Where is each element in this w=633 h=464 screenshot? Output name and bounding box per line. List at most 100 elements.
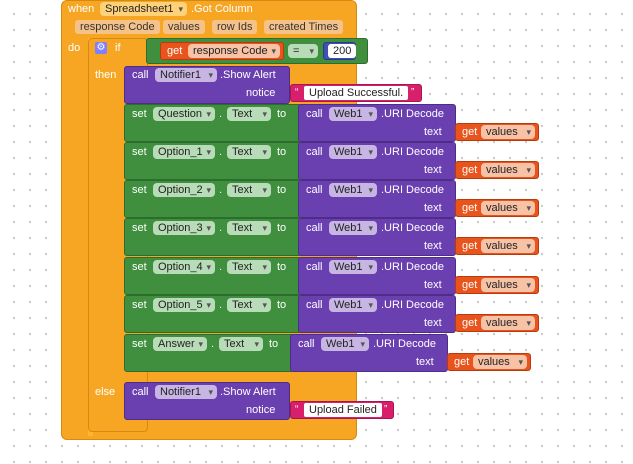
get-label: get	[462, 317, 478, 329]
uri-call-label: call	[306, 299, 323, 311]
set-to-label: to	[277, 108, 287, 120]
get-label: get	[462, 164, 478, 176]
operator-dropdown[interactable]: =	[288, 44, 318, 58]
set-to-label: to	[277, 261, 287, 273]
uri-call-label: call	[306, 108, 323, 120]
set-dot-label: .	[219, 108, 223, 120]
alert-fail-call-label: call	[132, 386, 149, 398]
get-label: get	[462, 202, 478, 214]
set-property-dropdown[interactable]: Text	[227, 260, 271, 274]
event-param-created-times[interactable]: created Times	[264, 20, 344, 34]
uri-arg-label: text	[424, 202, 442, 214]
uri-component-dropdown[interactable]: Web1	[329, 107, 377, 121]
uri-method-label: .URI Decode	[381, 184, 444, 196]
alert-success-arg-label: notice	[246, 87, 276, 99]
uri-decode-block[interactable]	[298, 218, 456, 256]
set-dot-label: .	[219, 146, 223, 158]
set-property-dropdown[interactable]: Text	[219, 337, 263, 351]
alert-fail-arg-label: notice	[246, 404, 276, 416]
set-property-dropdown[interactable]: Text	[227, 107, 271, 121]
set-label: set	[132, 299, 147, 311]
uri-method-label: .URI Decode	[373, 338, 436, 350]
condition-get-label: get	[167, 45, 183, 57]
get-var-dropdown[interactable]: values	[481, 201, 535, 215]
uri-arg-label: text	[424, 240, 442, 252]
uri-component-dropdown[interactable]: Web1	[329, 260, 377, 274]
uri-decode-block[interactable]	[298, 104, 456, 142]
set-component-dropdown[interactable]: Option_1	[153, 145, 215, 159]
uri-method-label: .URI Decode	[381, 222, 444, 234]
uri-decode-block[interactable]	[298, 257, 456, 295]
close-quote: ”	[411, 87, 415, 98]
set-to-label: to	[269, 338, 279, 350]
uri-decode-block[interactable]	[298, 180, 456, 218]
alert-fail-text[interactable]: Upload Failed	[304, 403, 382, 417]
set-component-dropdown[interactable]: Option_2	[153, 183, 215, 197]
uri-call-label: call	[306, 146, 323, 158]
set-property-dropdown[interactable]: Text	[227, 221, 271, 235]
uri-arg-label: text	[424, 164, 442, 176]
set-component-dropdown[interactable]: Question	[153, 107, 215, 121]
uri-method-label: .URI Decode	[381, 299, 444, 311]
set-label: set	[132, 184, 147, 196]
alert-fail-method-label: .Show Alert	[220, 386, 276, 398]
set-property-dropdown[interactable]: Text	[227, 183, 271, 197]
get-var-dropdown[interactable]: values	[481, 125, 535, 139]
gear-icon[interactable]: ⚙	[95, 42, 107, 54]
alert-fail-component-dropdown[interactable]: Notifier1	[155, 385, 217, 399]
alert-success-method-label: .Show Alert	[220, 69, 276, 81]
set-component-dropdown[interactable]: Answer	[153, 337, 207, 351]
set-component-dropdown[interactable]: Option_5	[153, 298, 215, 312]
get-var-dropdown[interactable]: values	[473, 355, 527, 369]
set-to-label: to	[277, 299, 287, 311]
set-label: set	[132, 146, 147, 158]
alert-success-component-dropdown[interactable]: Notifier1	[155, 68, 217, 82]
set-component-dropdown[interactable]: Option_4	[153, 260, 215, 274]
set-property-dropdown[interactable]: Text	[227, 298, 271, 312]
get-label: get	[462, 240, 478, 252]
set-label: set	[132, 338, 147, 350]
event-param-response-code[interactable]: response Code	[75, 20, 160, 34]
get-var-dropdown[interactable]: values	[481, 278, 535, 292]
uri-decode-block[interactable]	[298, 142, 456, 180]
set-to-label: to	[277, 146, 287, 158]
uri-component-dropdown[interactable]: Web1	[329, 298, 377, 312]
event-do-label: do	[68, 42, 81, 54]
set-label: set	[132, 108, 147, 120]
set-dot-label: .	[219, 222, 223, 234]
get-var-dropdown[interactable]: values	[481, 239, 535, 253]
set-label: set	[132, 222, 147, 234]
uri-call-label: call	[306, 261, 323, 273]
set-dot-label: .	[219, 261, 223, 273]
uri-method-label: .URI Decode	[381, 108, 444, 120]
if-label: if	[115, 42, 121, 54]
condition-var-dropdown[interactable]: response Code	[188, 44, 280, 58]
open-quote: “	[295, 404, 299, 415]
uri-component-dropdown[interactable]: Web1	[329, 183, 377, 197]
uri-component-dropdown[interactable]: Web1	[321, 337, 369, 351]
set-label: set	[132, 261, 147, 273]
event-param-values[interactable]: values	[163, 20, 205, 34]
open-quote: “	[295, 87, 299, 98]
alert-success-text[interactable]: Upload Successful.	[304, 86, 409, 100]
else-label: else	[95, 386, 116, 398]
event-component-dropdown[interactable]: Spreadsheet1	[100, 2, 187, 16]
uri-method-label: .URI Decode	[381, 146, 444, 158]
uri-decode-block[interactable]	[290, 334, 448, 372]
uri-arg-label: text	[424, 317, 442, 329]
set-property-dropdown[interactable]: Text	[227, 145, 271, 159]
get-label: get	[462, 126, 478, 138]
get-label: get	[454, 356, 470, 368]
get-var-dropdown[interactable]: values	[481, 163, 535, 177]
close-quote: ”	[384, 404, 388, 415]
event-when-label: when	[68, 3, 95, 15]
event-param-row-ids[interactable]: row Ids	[212, 20, 258, 34]
uri-component-dropdown[interactable]: Web1	[329, 145, 377, 159]
set-to-label: to	[277, 222, 287, 234]
number-value[interactable]: 200	[328, 44, 357, 58]
uri-component-dropdown[interactable]: Web1	[329, 221, 377, 235]
set-component-dropdown[interactable]: Option_3	[153, 221, 215, 235]
set-dot-label: .	[211, 338, 215, 350]
get-var-dropdown[interactable]: values	[481, 316, 535, 330]
uri-call-label: call	[306, 222, 323, 234]
